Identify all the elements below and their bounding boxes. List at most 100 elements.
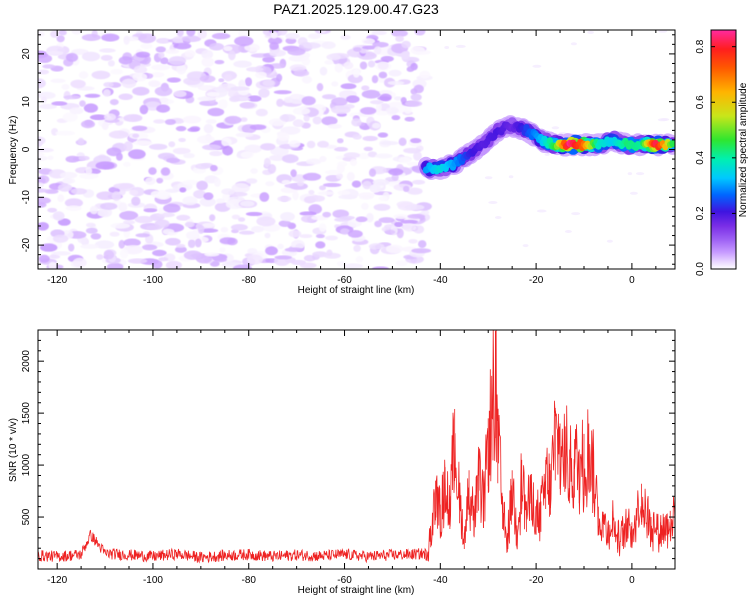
spectrogram-noise-blob [196,180,208,191]
spectrogram-noise-blob [269,154,287,161]
spectrogram-noise-blob [165,260,182,269]
spectrogram-noise-blob [484,176,493,180]
spectrogram-noise-blob [101,33,120,42]
spectrogram-noise-blob [38,182,44,188]
spectrogram-noise-blob [84,93,101,98]
spectrogram-noise-blob [325,235,338,241]
spectrogram-noise-blob [292,190,299,201]
spectrogram-noise-blob [297,180,305,187]
spectrogram-noise-blob [133,140,153,146]
spectrogram-noise-blob [279,114,296,122]
spectrogram-noise-blob [334,63,343,73]
spectrogram-noise-blob [140,43,153,49]
spectrogram-noise-blob [65,52,79,62]
spectrogram-noise-blob [155,46,166,53]
spectrogram-noise-blob [343,152,361,159]
spectrogram-noise-blob [385,229,396,235]
spectrogram-noise-blob [83,103,98,113]
spectrogram-noise-blob [166,77,181,83]
spectrogram-noise-blob [315,241,326,249]
spectrogram-noise-blob [184,49,196,58]
spectrogram-noise-blob [156,104,171,113]
spectrogram-noise-blob [388,69,402,77]
spectrogram-noise-blob [38,155,48,161]
spectrogram-noise-blob [336,261,347,267]
spectrogram-noise-blob [587,30,594,34]
spectrogram-noise-blob [564,230,572,233]
spectrogram-noise-blob [378,71,388,79]
spectrogram-noise-blob [322,94,337,100]
spectrogram-noise-blob [410,138,422,144]
spectrogram-noise-blob [103,250,115,260]
spectrogram-noise-blob [62,112,78,122]
spectrogram-noise-blob [606,239,613,243]
spectrogram-noise-blob [79,173,99,180]
spectrogram-x-tick-label: 0 [629,275,635,286]
spectrogram-noise-blob [109,231,120,237]
spectrogram-noise-blob [277,196,292,202]
spectrogram-noise-blob [131,196,141,206]
spectrogram-noise-blob [38,78,46,89]
spectrogram-noise-blob [404,106,412,114]
spectrogram-noise-blob [374,153,393,159]
spectrogram-noise-blob [337,138,344,144]
spectrogram-noise-blob [59,171,78,179]
spectrogram-noise-blob [263,157,271,168]
spectrogram-noise-blob [359,61,368,70]
spectrogram-noise-blob [231,214,241,220]
spectrogram-x-ticks: -120 -100 -80 -60 -40 -20 0 [47,30,657,286]
spectrogram-noise-blob [353,244,361,252]
spectrogram-noise-blob [291,259,307,265]
spectrogram-noise-blob [385,107,399,114]
spectrogram-noise-blob [322,211,332,218]
spectrogram-noise-blob [268,37,283,45]
spectrogram-noise-blob [340,83,357,90]
spectrogram-noise-blob [193,189,206,199]
spectrogram-noise-blob [414,30,426,36]
spectrogram-noise-blob [337,190,351,196]
spectrogram-noise-blob [276,73,283,82]
spectrogram-y-tick-label: 0 [21,146,32,152]
spectrogram-noise-blob [351,180,362,188]
spectrogram-noise-blob [156,212,175,218]
spectrogram-noise-blob [420,210,430,215]
spectrogram-noise-blob [255,108,268,117]
spectrogram-noise-blob [419,70,431,79]
spectrogram-noise-blob [49,254,61,259]
spectrogram-noise-blob [407,213,426,219]
spectrogram-noise-blob [551,126,560,130]
spectrogram-noise-blob [197,30,207,39]
spectrogram-noise-blob [90,233,102,240]
spectrogram-noise-blob [57,218,71,226]
spectrogram-noise-blob [132,86,150,96]
spectrogram-y-tick-label: 10 [21,96,32,108]
spectrogram-noise-blob [317,140,329,148]
spectrogram-noise-blob [223,45,233,52]
spectrogram-noise-blob [139,104,149,115]
spectrogram-noise-blob [156,177,164,184]
spectrogram-noise-blob [234,36,254,47]
spectrogram-noise-blob [166,157,181,164]
spectrogram-noise-blob [168,141,176,148]
spectrogram-noise-blob [143,208,158,213]
spectrogram-noise-blob [81,51,101,62]
spectrogram-noise-blob [378,195,388,202]
spectrogram-noise-blob [319,185,326,191]
spectrogram-noise-blob [371,75,379,84]
spectrogram-noise-blob [72,257,87,268]
spectrogram-noise-blob [132,133,140,138]
spectrogram-noise-blob [94,240,115,249]
spectrogram-noise-blob [65,205,82,211]
spectrogram-y-tick-label: 20 [21,48,32,60]
spectrogram-x-tick-label: -40 [433,275,448,286]
spectrogram-noise-blob [48,261,57,269]
snr-y-axis-label: SNR (10 * v/v) [8,418,19,482]
spectrogram-noise-blob [293,69,310,77]
spectrogram-noise-blob [265,181,275,187]
spectrogram-noise-blob [176,214,191,221]
spectrogram-noise-blob [362,135,378,142]
spectrogram-noise-blob [326,53,341,61]
spectrogram-noise-blob [173,90,187,98]
spectrogram-noise-blob [408,239,418,244]
